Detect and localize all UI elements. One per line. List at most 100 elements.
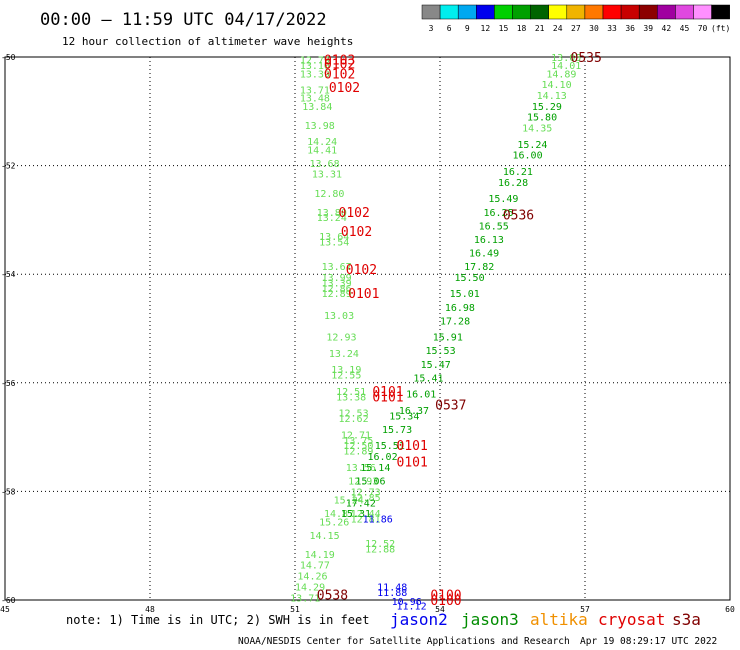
pass-tag: 0538: [317, 589, 348, 604]
colorbar-label: 6: [447, 24, 452, 33]
data-point-label: 16.98: [445, 303, 475, 314]
colorbar-swatch: [530, 4, 549, 20]
data-point-label: 17.28: [440, 316, 470, 327]
data-point-label: 14.19: [305, 550, 335, 561]
colorbar-swatch: [638, 4, 658, 20]
data-point-label: 13.39: [300, 69, 330, 80]
colorbar-label: 36: [625, 24, 635, 33]
data-point-label: 15.53: [426, 346, 456, 357]
colorbar-label: 15: [499, 24, 509, 33]
data-point-label: 13.03: [324, 311, 354, 322]
data-point-label: 12.86: [322, 284, 352, 295]
data-point-label: 12.73: [351, 487, 381, 498]
data-point-label: 16.25: [484, 208, 514, 219]
y-tick-label: -56: [1, 379, 16, 388]
data-point-label: 12.55: [331, 371, 361, 382]
colorbar-label: (ft): [711, 24, 730, 33]
colorbar-swatch: [675, 4, 694, 20]
colorbar-swatch: [421, 4, 441, 20]
colorbar-label: 21: [535, 24, 545, 33]
data-point-label: 16.37: [399, 406, 429, 417]
data-point-label: 16.21: [503, 167, 533, 178]
data-point-label: 15.24: [334, 496, 364, 507]
colorbar-swatch: [584, 4, 604, 20]
data-point-label: 15.14: [360, 463, 390, 474]
data-point-label: 12.62: [339, 414, 369, 425]
pass-tag: 0102: [346, 263, 377, 278]
data-point-label: 15.34: [389, 411, 419, 422]
data-point-label: 12.50: [343, 441, 373, 452]
pass-tag: 0100: [430, 594, 461, 609]
footer-note: note: 1) Time is in UTC; 2) SWH is in fe…: [66, 613, 369, 627]
colorbar-label: 9: [465, 24, 470, 33]
data-point-label: 13.98: [305, 121, 335, 132]
pass-tag: 0535: [571, 51, 602, 66]
data-point-label: 13.56: [346, 463, 376, 474]
colorbar-label: 27: [571, 24, 581, 33]
data-point-label: 11.88: [377, 588, 407, 599]
pass-tag: 0101: [348, 287, 379, 302]
y-tick-label: -60: [1, 596, 16, 605]
data-point-label: 12.44: [351, 509, 381, 520]
data-point-label: 16.01: [406, 390, 436, 401]
data-point-label: 12.80: [314, 189, 344, 200]
data-point-label: 12.71: [341, 430, 371, 441]
data-point-label: 13.68: [310, 159, 340, 170]
legend-item: jason3: [461, 610, 519, 629]
footer-credit: NOAA/NESDIS Center for Satellite Applica…: [238, 636, 570, 647]
data-point-label: 12.79: [300, 56, 330, 67]
y-tick-label: -50: [1, 53, 16, 62]
data-point-label: 11.48: [377, 582, 407, 593]
plot-frame: [4, 56, 731, 601]
data-point-label: 12.93: [326, 333, 356, 344]
data-point-label: 12.89: [322, 289, 352, 300]
data-point-label: 17.42: [346, 498, 376, 509]
data-point-label: 14.29: [295, 582, 325, 593]
data-point-label: 16.28: [498, 178, 528, 189]
x-tick-label: 54: [435, 605, 445, 614]
colorbar-swatch: [657, 4, 676, 20]
colorbar-swatch: [548, 4, 568, 20]
colorbar-label: 70: [698, 24, 708, 33]
data-point-label: 13.48: [300, 94, 330, 105]
data-point-label: 15.06: [355, 477, 385, 488]
data-point-label: 13.80: [317, 208, 347, 219]
data-point-label: 13.64: [319, 232, 349, 243]
footer-timestamp: Apr 19 08:29:17 UTC 2022: [580, 636, 717, 647]
data-point-label: 12.81: [351, 515, 381, 526]
y-tick-label: -52: [1, 162, 16, 171]
pass-tag: 0537: [435, 399, 466, 414]
data-point-label: 13.67: [322, 262, 352, 273]
colorbar-swatch: [602, 4, 622, 20]
colorbar: 3 6 9 12 15 18 21 24 27 30 33 36 39 42 45 70 (ft): [421, 4, 730, 33]
pass-tag: 0101: [372, 385, 403, 400]
data-marks: 12.7913.1013.3913.7113.4813.8413.9814.24…: [290, 51, 602, 612]
colorbar-label: 3: [429, 24, 434, 33]
colorbar-swatch: [457, 4, 477, 20]
data-point-label: 14.01: [551, 61, 581, 72]
data-point-label: 13.31: [312, 170, 342, 181]
colorbar-swatch: [620, 4, 640, 20]
chart-subtitle: 12 hour collection of altimeter wave hei…: [62, 35, 353, 48]
data-point-label: 14.15: [310, 531, 340, 542]
pass-tag: 0101: [372, 390, 403, 405]
data-point-label: 10.96: [392, 597, 422, 608]
pass-tag: 0103: [324, 54, 355, 69]
data-point-label: 12.85: [351, 493, 381, 504]
colorbar-label: 39: [643, 24, 653, 33]
colorbar-label: 33: [607, 24, 617, 33]
data-point-label: 11.12: [397, 601, 427, 612]
data-point-label: 13.99: [322, 273, 352, 284]
data-point-label: 15.47: [421, 360, 451, 371]
data-point-label: 14.87: [324, 509, 354, 520]
data-point-label: 13.24: [317, 213, 347, 224]
data-point-label: 15.91: [433, 333, 463, 344]
colorbar-swatch: [566, 4, 586, 20]
colorbar-label: 24: [553, 24, 563, 33]
colorbar-label: 18: [517, 24, 527, 33]
pass-tag: 0102: [324, 67, 355, 82]
pass-tag: 0102: [324, 58, 355, 73]
pass-tag: 0102: [341, 225, 372, 240]
data-point-label: 13.10: [300, 61, 330, 72]
pass-tag: 0100: [430, 589, 461, 604]
